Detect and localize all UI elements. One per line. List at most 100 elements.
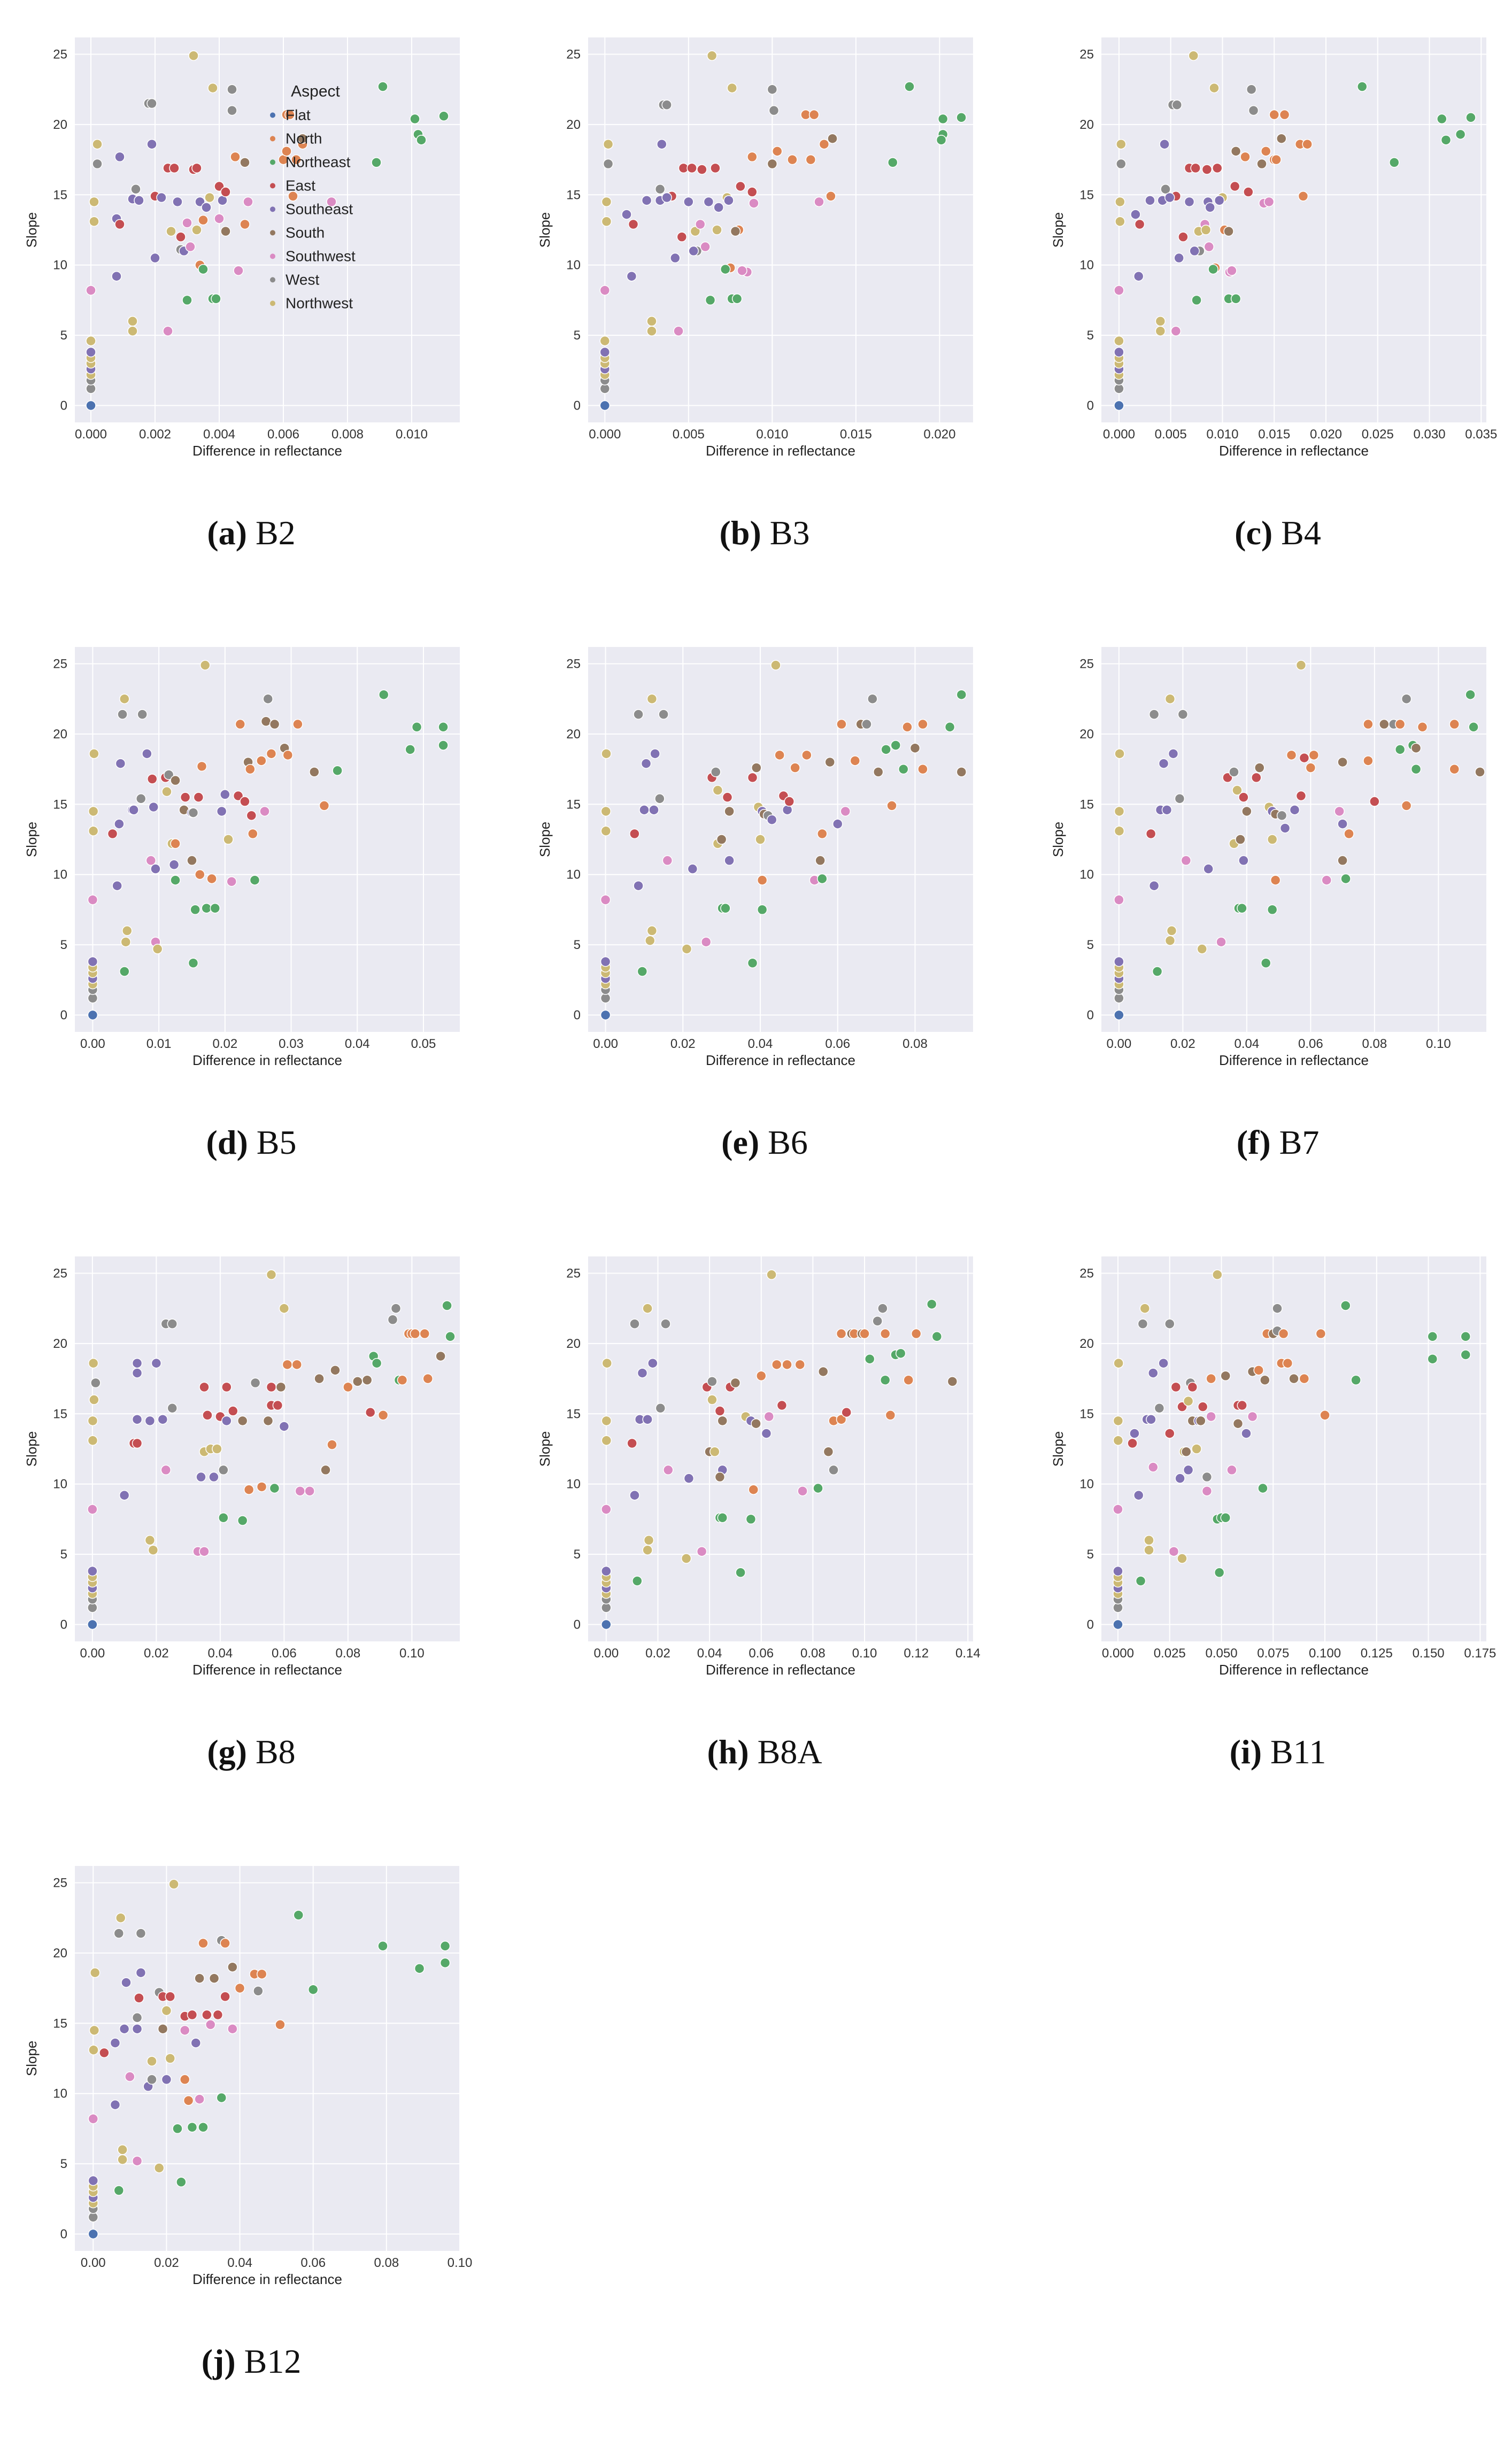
data-point-northeast xyxy=(898,763,909,775)
y-tick-label: 20 xyxy=(566,727,581,742)
data-point-north xyxy=(1278,1328,1289,1339)
data-point-west xyxy=(1177,709,1189,720)
y-tick-label: 0 xyxy=(60,1617,67,1632)
data-point-southwest xyxy=(1226,1464,1237,1476)
data-point-north xyxy=(836,719,847,730)
data-point-east xyxy=(1145,828,1156,839)
data-point-northwest xyxy=(727,82,737,94)
data-point-north xyxy=(1401,800,1412,811)
data-point-southeast xyxy=(1148,1368,1159,1378)
data-point-southwest xyxy=(601,1504,612,1515)
data-point-north xyxy=(275,2019,286,2030)
data-point-southwest xyxy=(1204,241,1215,252)
y-tick-label: 0 xyxy=(574,1008,581,1022)
grid xyxy=(75,647,460,1032)
data-point-southeast xyxy=(114,151,125,163)
scatter-plot: 0.000 0.025 0.050 0.075 0.100 0.125 0.150 0.175… xyxy=(1050,1256,1496,1678)
data-point-south xyxy=(297,133,308,144)
data-point-northwest xyxy=(88,2044,99,2055)
data-point-south xyxy=(815,855,826,866)
data-point-northwest xyxy=(1177,1553,1187,1564)
y-tick-label: 20 xyxy=(53,1337,67,1351)
data-point-northwest xyxy=(709,1446,720,1457)
data-point-northwest xyxy=(89,2025,100,2036)
data-point-north xyxy=(243,1484,254,1495)
data-point-southwest xyxy=(194,2094,205,2104)
data-point-northeast xyxy=(210,903,221,914)
data-point-east xyxy=(676,232,688,242)
data-point-east xyxy=(1299,752,1310,763)
data-point-north xyxy=(774,750,785,761)
data-point-east xyxy=(747,772,758,783)
data-point-southwest xyxy=(233,265,244,276)
panel-caption: (e) B6 xyxy=(524,1123,1005,1162)
data-point-northeast xyxy=(218,1513,229,1523)
y-tick-label: 5 xyxy=(1087,1547,1094,1562)
data-point-north xyxy=(917,719,928,730)
data-point-southeast xyxy=(135,1967,146,1978)
data-point-southeast xyxy=(132,2024,143,2034)
data-point-northwest xyxy=(199,660,211,670)
data-point-southwest xyxy=(199,1546,210,1557)
y-tick-label: 10 xyxy=(53,868,67,882)
data-point-northwest xyxy=(168,1879,179,1889)
caption-text: B11 xyxy=(1262,1733,1326,1771)
data-point-southwest xyxy=(814,196,824,207)
data-point-north xyxy=(1299,1373,1310,1384)
data-point-northeast xyxy=(237,1515,248,1526)
data-point-northwest xyxy=(1197,944,1207,954)
data-point-southwest xyxy=(145,855,157,866)
data-point-southeast xyxy=(761,1428,772,1439)
data-point-east xyxy=(1134,219,1145,230)
y-tick-label: 5 xyxy=(60,1547,67,1562)
data-point-northwest xyxy=(144,1535,156,1546)
y-tick-label: 15 xyxy=(1079,188,1094,202)
data-point-southeast xyxy=(279,1421,290,1432)
data-point-northeast xyxy=(1340,873,1351,884)
data-point-southeast xyxy=(688,245,699,257)
data-point-southwest xyxy=(86,285,96,296)
data-point-southwest xyxy=(179,2025,190,2036)
data-point-flat xyxy=(87,1619,98,1630)
data-point-northeast xyxy=(731,294,743,304)
x-tick-label: 0.075 xyxy=(1257,1646,1289,1661)
data-point-southeast xyxy=(1279,823,1291,834)
data-point-north xyxy=(1270,875,1281,885)
data-point-north xyxy=(1302,138,1313,150)
data-point-west xyxy=(629,1318,640,1329)
y-tick-label: 10 xyxy=(53,1477,67,1492)
data-point-southeast xyxy=(629,1490,640,1501)
data-point-southeast xyxy=(687,863,698,874)
data-point-north xyxy=(410,1328,421,1339)
data-point-flat xyxy=(599,400,611,411)
x-tick-label: 0.000 xyxy=(1103,427,1135,442)
data-point-southeast xyxy=(110,2038,121,2048)
data-point-northwest xyxy=(1113,1415,1124,1426)
data-point-south xyxy=(714,1471,726,1483)
data-point-west xyxy=(253,1986,264,1996)
y-tick-label: 25 xyxy=(53,1267,67,1281)
y-tick-label: 5 xyxy=(60,938,67,952)
data-point-north xyxy=(817,828,828,839)
data-point-northeast xyxy=(1191,295,1202,306)
legend-marker xyxy=(270,253,275,259)
x-axis-title: Difference in reflectance xyxy=(1219,1662,1369,1678)
data-point-northwest xyxy=(1191,1444,1202,1454)
data-point-south xyxy=(194,1973,205,1984)
scatter-plot: 0.00 0.01 0.02 0.03 0.04 0.05 0 5 10 15 20 25 Differ… xyxy=(24,647,460,1068)
data-point-southwest xyxy=(599,285,611,296)
data-point-southeast xyxy=(196,1471,206,1483)
chart-panel-b6: 0.00 0.02 0.04 0.06 0.08 0 5 10 15 20 25 Difference… xyxy=(535,631,994,1219)
data-point-east xyxy=(266,1382,277,1393)
legend-label: Flat xyxy=(286,106,311,123)
data-point-south xyxy=(320,1464,331,1476)
legend-label: Southwest xyxy=(286,248,356,264)
data-point-east xyxy=(714,1406,726,1416)
data-point-north xyxy=(782,1359,792,1370)
data-point-southeast xyxy=(148,801,159,813)
scatter-plot: 0.00 0.02 0.04 0.06 0.08 0 5 10 15 20 25 Difference… xyxy=(537,647,973,1068)
data-point-southeast xyxy=(190,2038,202,2048)
data-point-northeast xyxy=(1468,722,1479,732)
legend-label: North xyxy=(286,130,322,146)
data-point-north xyxy=(266,748,277,759)
